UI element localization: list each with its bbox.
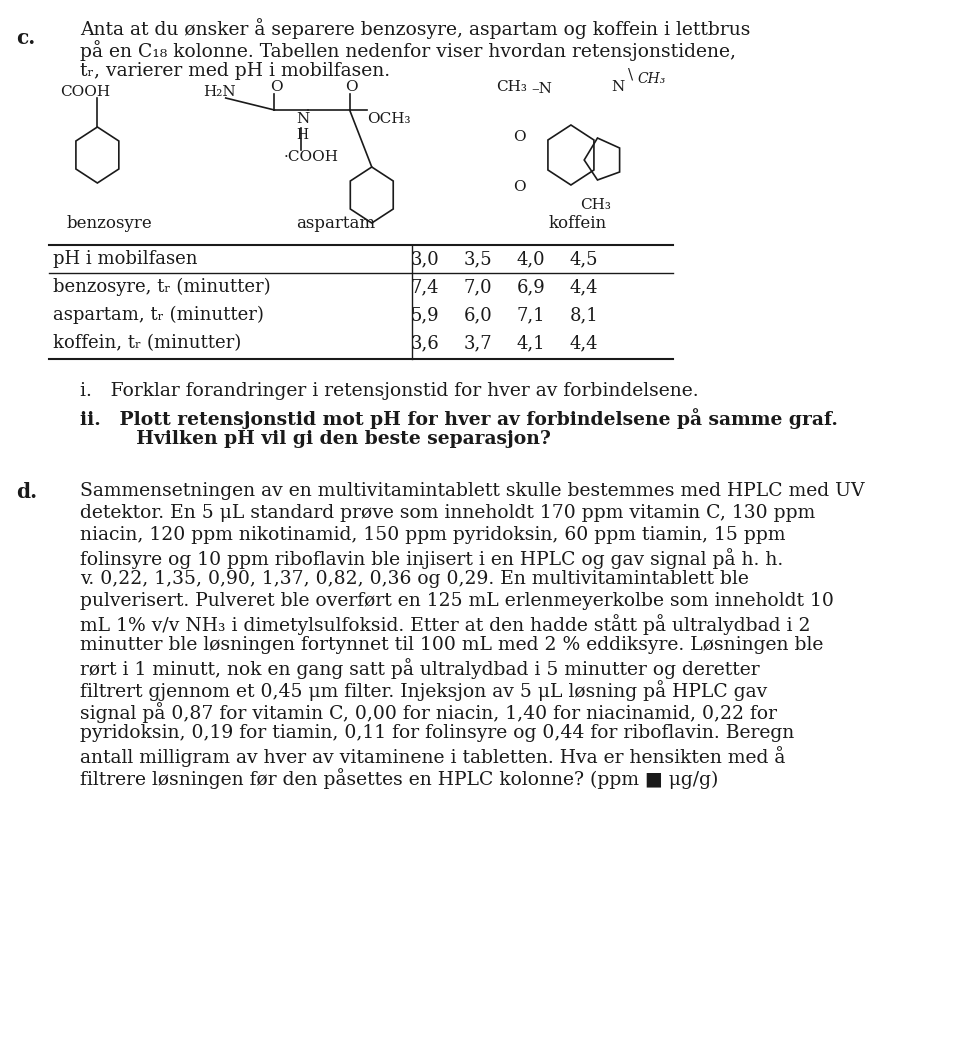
Text: filtrere løsningen før den påsettes en HPLC kolonne? (ppm ■ μg/g): filtrere løsningen før den påsettes en H…	[80, 768, 718, 789]
Text: O: O	[514, 180, 526, 194]
Text: i. Forklar forandringer i retensjonstid for hver av forbindelsene.: i. Forklar forandringer i retensjonstid …	[80, 382, 698, 400]
Text: 3,6: 3,6	[411, 334, 440, 352]
Text: –N: –N	[531, 82, 552, 96]
Text: detektor. En 5 μL standard prøve som inneholdt 170 ppm vitamin C, 130 ppm: detektor. En 5 μL standard prøve som inn…	[80, 504, 815, 522]
Text: filtrert gjennom et 0,45 μm filter. Injeksjon av 5 μL løsning på HPLC gav: filtrert gjennom et 0,45 μm filter. Inje…	[80, 680, 767, 701]
Text: 6,0: 6,0	[464, 306, 492, 324]
Text: 7,4: 7,4	[411, 278, 439, 296]
Text: ii. Plott retensjonstid mot pH for hver av forbindelsene på samme graf.: ii. Plott retensjonstid mot pH for hver …	[80, 408, 837, 429]
Text: 5,9: 5,9	[411, 306, 439, 324]
Text: OCH₃: OCH₃	[368, 112, 411, 126]
Text: Sammensetningen av en multivitamintablett skulle bestemmes med HPLC med UV: Sammensetningen av en multivitamintablet…	[80, 482, 864, 500]
Text: mL 1% v/v NH₃ i dimetylsulfoksid. Etter at den hadde stått på ultralydbad i 2: mL 1% v/v NH₃ i dimetylsulfoksid. Etter …	[80, 614, 810, 635]
Text: Hvilken pH vil gi den beste separasjon?: Hvilken pH vil gi den beste separasjon?	[80, 430, 550, 448]
Text: aspartam: aspartam	[297, 215, 375, 232]
Text: 4,0: 4,0	[516, 250, 545, 268]
Text: 3,0: 3,0	[411, 250, 440, 268]
Text: benzosyre, tᵣ (minutter): benzosyre, tᵣ (minutter)	[53, 278, 271, 296]
Text: minutter ble løsningen fortynnet til 100 mL med 2 % eddiksyre. Løsningen ble: minutter ble løsningen fortynnet til 100…	[80, 636, 823, 654]
Text: tᵣ, varierer med pH i mobilfasen.: tᵣ, varierer med pH i mobilfasen.	[80, 62, 390, 80]
Text: 8,1: 8,1	[570, 306, 599, 324]
Text: N: N	[611, 80, 624, 94]
Text: c.: c.	[16, 28, 36, 48]
Text: H₂N: H₂N	[204, 85, 236, 99]
Text: koffein: koffein	[549, 215, 607, 232]
Text: pyridoksin, 0,19 for tiamin, 0,11 for folinsyre og 0,44 for riboflavin. Beregn: pyridoksin, 0,19 for tiamin, 0,11 for fo…	[80, 723, 794, 742]
Text: 7,0: 7,0	[464, 278, 492, 296]
Text: koffein, tᵣ (minutter): koffein, tᵣ (minutter)	[53, 334, 241, 352]
Text: COOH: COOH	[60, 85, 110, 99]
Text: 7,1: 7,1	[516, 306, 545, 324]
Text: ·COOH: ·COOH	[283, 150, 338, 164]
Text: N: N	[297, 112, 310, 126]
Text: H: H	[297, 128, 308, 142]
Text: 6,9: 6,9	[516, 278, 545, 296]
Text: O: O	[514, 130, 526, 144]
Text: niacin, 120 ppm nikotinamid, 150 ppm pyridoksin, 60 ppm tiamin, 15 ppm: niacin, 120 ppm nikotinamid, 150 ppm pyr…	[80, 526, 785, 544]
Text: pH i mobilfasen: pH i mobilfasen	[53, 250, 198, 268]
Text: 4,1: 4,1	[516, 334, 545, 352]
Text: aspartam, tᵣ (minutter): aspartam, tᵣ (minutter)	[53, 306, 264, 325]
Text: 4,4: 4,4	[570, 334, 598, 352]
Text: CH₃: CH₃	[637, 72, 665, 86]
Text: CH₃: CH₃	[495, 80, 527, 94]
Text: folinsyre og 10 ppm riboflavin ble injisert i en HPLC og gav signal på h. h.: folinsyre og 10 ppm riboflavin ble injis…	[80, 548, 783, 569]
Text: d.: d.	[16, 482, 37, 502]
Text: pulverisert. Pulveret ble overført en 125 mL erlenmeyerkolbe som inneholdt 10: pulverisert. Pulveret ble overført en 12…	[80, 592, 833, 610]
Text: rørt i 1 minutt, nok en gang satt på ultralydbad i 5 minutter og deretter: rørt i 1 minutt, nok en gang satt på ult…	[80, 658, 759, 679]
Text: 3,5: 3,5	[464, 250, 492, 268]
Text: \: \	[629, 68, 634, 82]
Text: antall milligram av hver av vitaminene i tabletten. Hva er hensikten med å: antall milligram av hver av vitaminene i…	[80, 746, 785, 767]
Text: 3,7: 3,7	[464, 334, 492, 352]
Text: på en C₁₈ kolonne. Tabellen nedenfor viser hvordan retensjonstidene,: på en C₁₈ kolonne. Tabellen nedenfor vis…	[80, 40, 735, 61]
Text: O: O	[270, 80, 282, 94]
Text: signal på 0,87 for vitamin C, 0,00 for niacin, 1,40 for niacinamid, 0,22 for: signal på 0,87 for vitamin C, 0,00 for n…	[80, 702, 777, 722]
Text: 4,4: 4,4	[570, 278, 598, 296]
Text: v. 0,22, 1,35, 0,90, 1,37, 0,82, 0,36 og 0,29. En multivitamintablett ble: v. 0,22, 1,35, 0,90, 1,37, 0,82, 0,36 og…	[80, 570, 749, 588]
Text: 4,5: 4,5	[570, 250, 598, 268]
Text: Anta at du ønsker å separere benzosyre, aspartam og koffein i lettbrus: Anta at du ønsker å separere benzosyre, …	[80, 18, 750, 39]
Text: benzosyre: benzosyre	[66, 215, 152, 232]
Text: O: O	[346, 80, 358, 94]
Text: CH₃: CH₃	[580, 198, 611, 212]
